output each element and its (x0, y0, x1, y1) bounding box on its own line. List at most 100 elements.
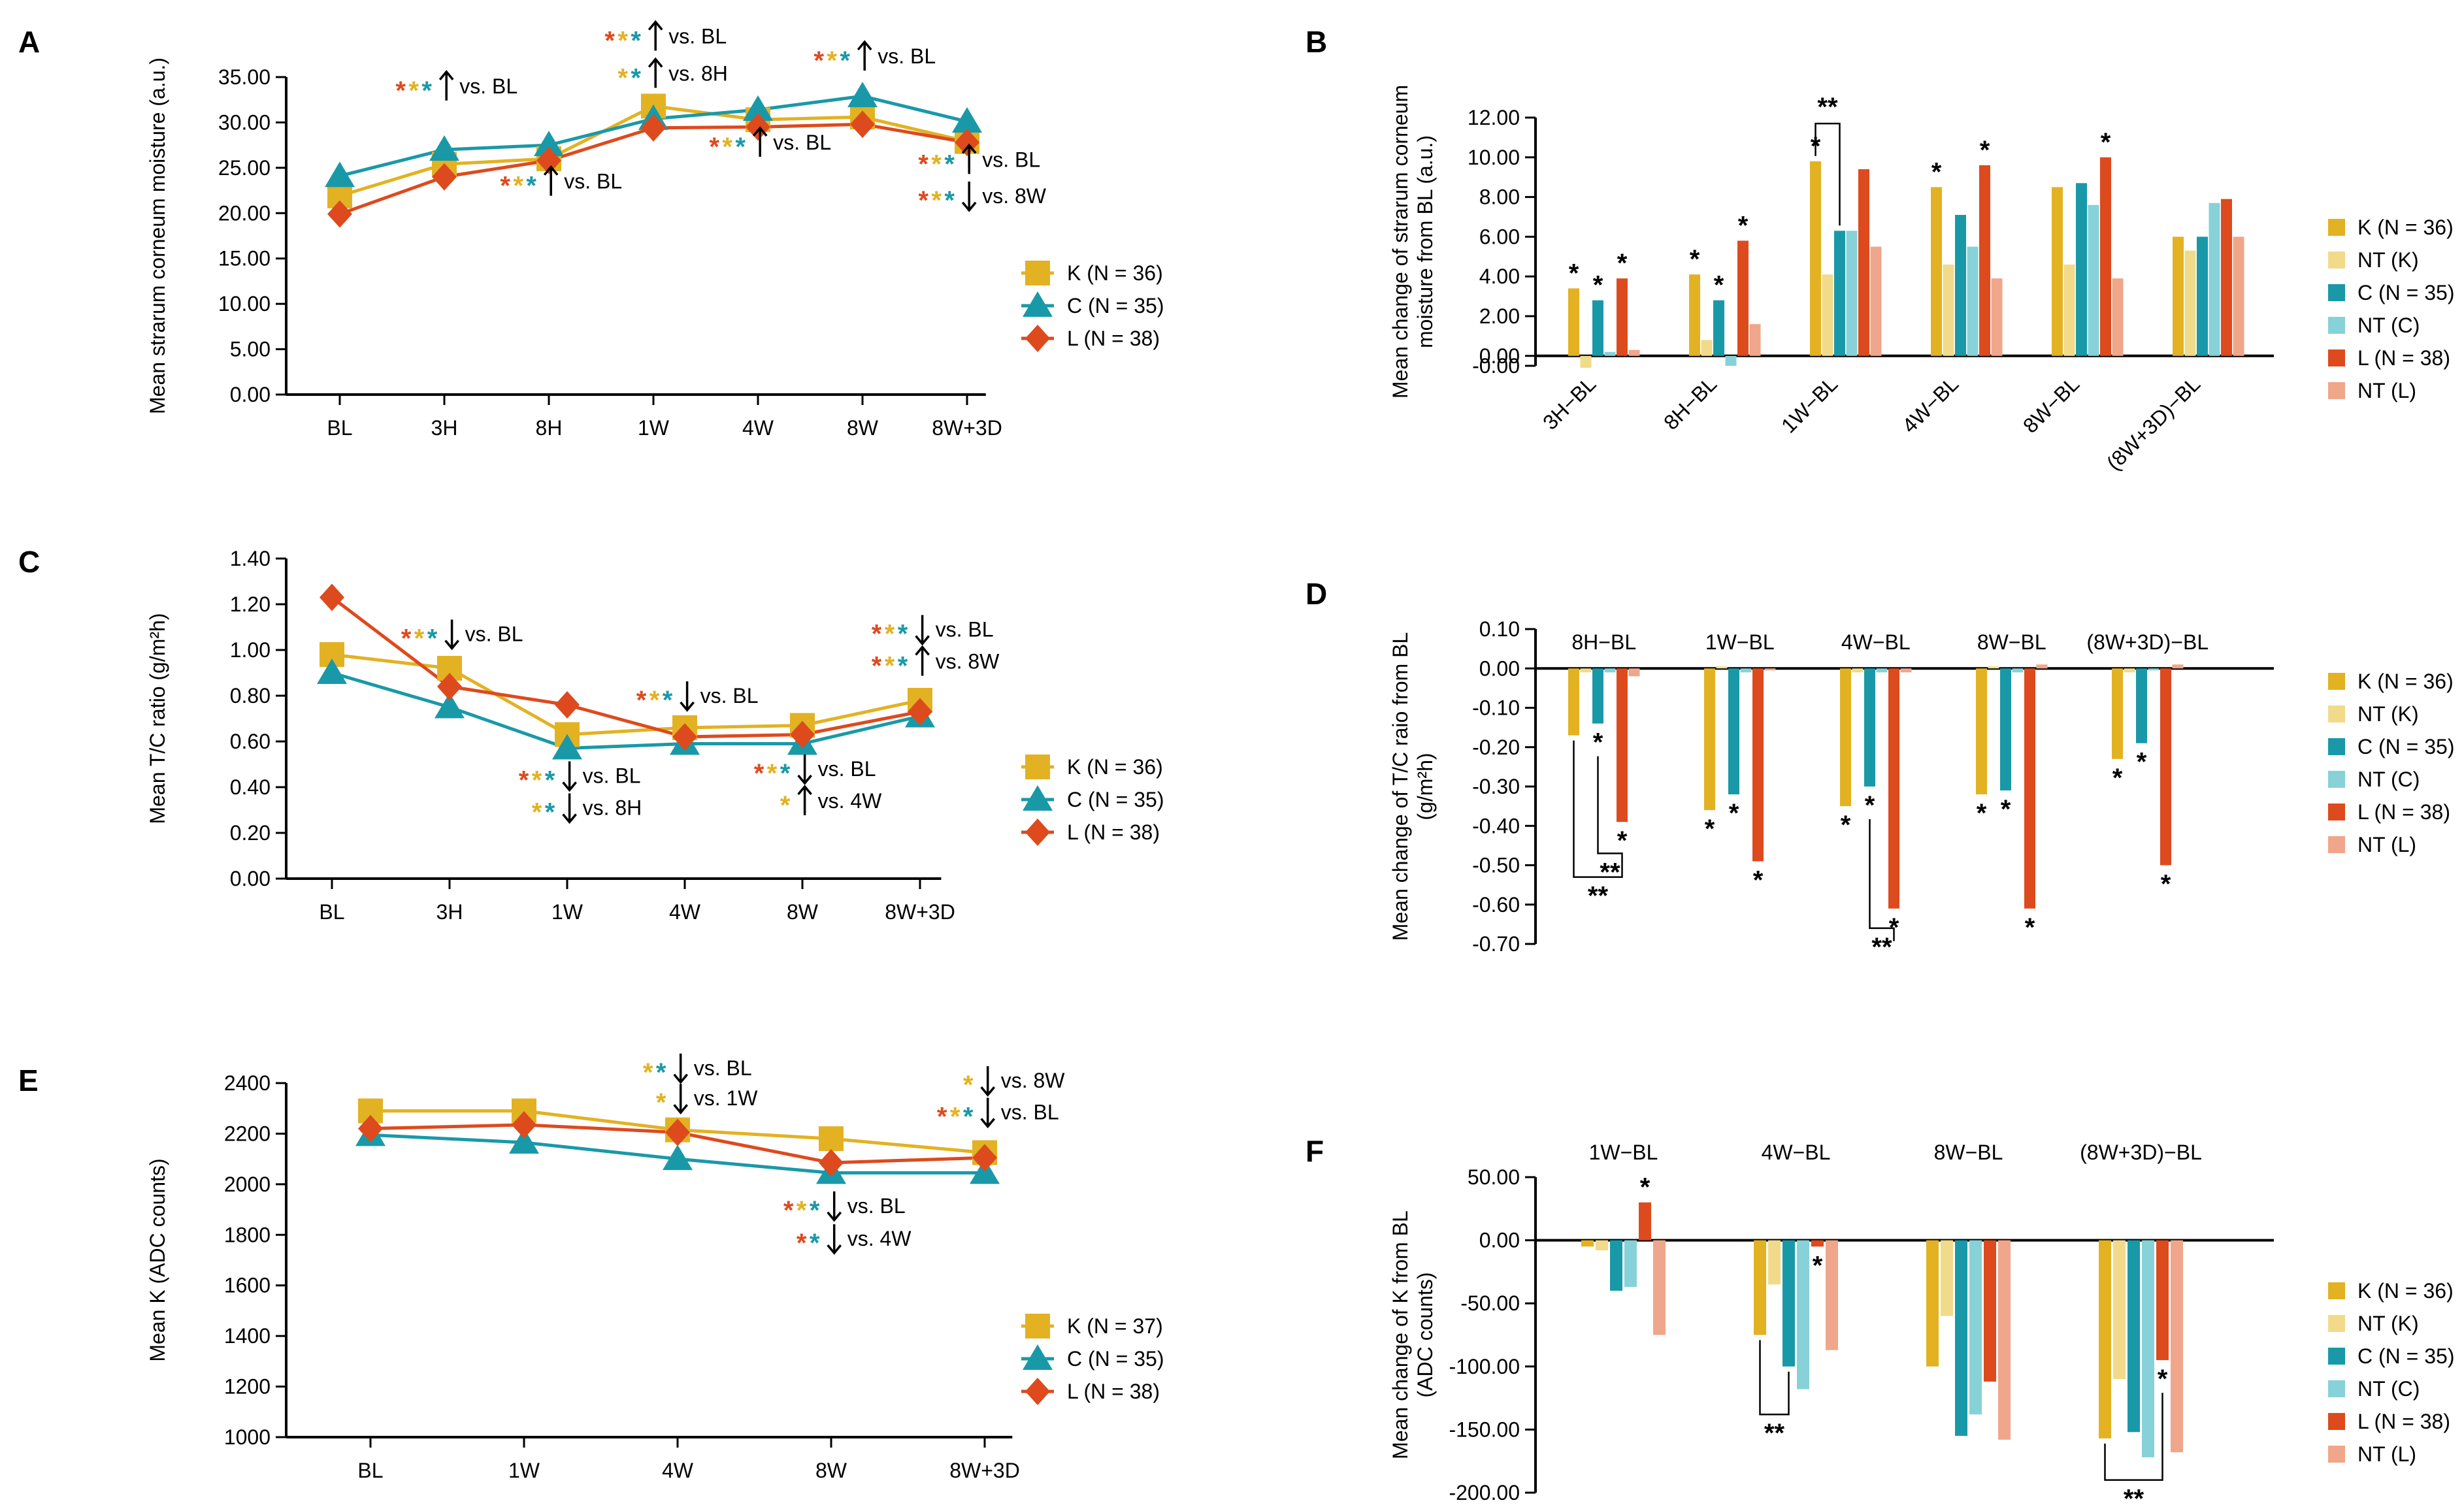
bar-nt-l (2036, 664, 2048, 669)
bar-nt-c (2012, 668, 2024, 673)
point-l (665, 1118, 690, 1146)
annotation-text: vs. BL (564, 170, 622, 193)
category-label: 1W−BL (1705, 630, 1775, 654)
x-tick-label: 8W+3D (932, 416, 1002, 440)
annotation-text: vs. BL (1001, 1101, 1059, 1124)
significance-star: * (2001, 795, 2011, 824)
legend-swatch-nt-c (2328, 771, 2345, 788)
arrow-head-icon (857, 40, 872, 51)
y-axis-title: Mean change of T/C raio from BL (1388, 632, 1412, 941)
bar-nt-l (2172, 664, 2184, 669)
y-tick-label: -200.00 (1449, 1481, 1520, 1504)
bar-nt-k (1852, 668, 1864, 673)
significance-star: * (1931, 157, 1942, 186)
significance-star: * (840, 46, 850, 75)
legend-label: K (N = 36) (1067, 261, 1163, 285)
annotation-text: vs. 8W (936, 650, 1000, 673)
significance-star: * (797, 1229, 807, 1258)
significance-star: * (1593, 271, 1603, 300)
arrow-head-icon (915, 635, 930, 646)
y-tick-label: 20.00 (218, 201, 271, 225)
significance-star: * (767, 759, 778, 788)
significance-star: * (780, 759, 791, 788)
point-c (317, 658, 347, 684)
bar-nt-l (1628, 668, 1640, 677)
legend-label: L (N = 38) (2357, 800, 2450, 824)
bar-k (1704, 668, 1715, 811)
annotation-text: vs. BL (773, 131, 831, 154)
bar-c (1864, 668, 1875, 787)
significance-star: * (519, 766, 529, 795)
y-axis-title: Mean strarum corneum moisture (a.u.) (146, 57, 169, 414)
arrow-head-icon (562, 813, 577, 824)
bar-k (1976, 668, 1987, 795)
significance-star: * (944, 186, 955, 215)
annotation-text: vs. BL (694, 1056, 752, 1080)
legend-label: NT (L) (2357, 379, 2416, 402)
bar-nt-l (1628, 349, 1640, 356)
y-tick-label: 1.00 (230, 638, 271, 662)
significance-star: * (617, 27, 628, 56)
significance-star: * (827, 46, 837, 75)
legend-swatch-nt-l (2328, 1446, 2345, 1463)
bar-k (1568, 668, 1579, 736)
y-tick-label: 15.00 (218, 247, 271, 270)
annotation-text: vs. BL (878, 44, 936, 68)
y-tick-label: -150.00 (1449, 1418, 1520, 1441)
y-tick-label: 1600 (224, 1274, 271, 1297)
panel-d: D -0.70 -0.60 -0.50 -0.40 -0.30 -0.20 -0.10 0.00… (1306, 577, 2454, 962)
point-l (327, 200, 352, 228)
bar-nt-k (2184, 250, 2196, 356)
bar-k (1926, 1240, 1939, 1367)
panel-letter: F (1306, 1134, 1324, 1168)
significance-star: * (643, 1058, 653, 1087)
bar-nt-k (1768, 1240, 1781, 1285)
y-tick-label: 1000 (224, 1425, 271, 1449)
category-label: 3H−BL (1538, 372, 1600, 434)
x-tick-label: 8W (847, 416, 879, 440)
y-tick-label: 0.40 (230, 775, 271, 799)
arrow-head-icon (673, 1104, 689, 1114)
x-tick-label: 8W (787, 900, 819, 924)
y-tick-label: 0.00 (1479, 344, 1520, 368)
legend-swatch-nt-k (2328, 252, 2345, 268)
legend-swatch-nt-c (2328, 1380, 2345, 1397)
category-label: 4W−BL (1897, 372, 1963, 437)
bar-nt-c (1604, 668, 1616, 673)
arrow-head-icon (961, 143, 977, 154)
y-tick-label: 1400 (224, 1324, 271, 1348)
bar-nt-c (1604, 351, 1616, 356)
legend-swatch-nt-k (2328, 1315, 2345, 1332)
bar-nt-c (2209, 203, 2220, 356)
arrow-head-icon (438, 70, 454, 81)
point-l (790, 721, 815, 749)
significance-star: * (427, 625, 438, 653)
y-tick-label: -0.70 (1472, 932, 1520, 956)
bar-nt-k (1941, 1240, 1953, 1316)
bar-nt-k (1580, 668, 1592, 673)
bar-nt-l (1764, 668, 1776, 671)
x-tick-label: BL (319, 900, 344, 924)
significance-star: * (1813, 1251, 1823, 1280)
legend-label: C (N = 35) (2357, 1344, 2454, 1368)
y-tick-label: 1800 (224, 1223, 271, 1246)
x-tick-label: 4W (662, 1459, 694, 1482)
y-axis-title: Mean change of K from BL (1388, 1210, 1412, 1459)
bar-l (1858, 169, 1869, 356)
bar-l (2156, 1240, 2169, 1361)
point-c (325, 161, 355, 187)
point-c (435, 692, 465, 719)
bar-c (2076, 183, 2087, 356)
point-l (972, 1144, 997, 1172)
significance-star: * (1977, 799, 1987, 828)
significance-star: * (918, 186, 928, 215)
significance-star: * (649, 686, 660, 715)
category-label: (8W+3D)−BL (2080, 1141, 2202, 1164)
y-tick-label: 25.00 (218, 156, 271, 180)
point-c (952, 107, 982, 133)
significance-star: * (408, 76, 419, 105)
arrow-head-icon (915, 645, 930, 656)
bar-nt-c (1876, 668, 1888, 673)
x-tick-label: 8W (815, 1459, 847, 1482)
significance-star: * (604, 27, 615, 56)
